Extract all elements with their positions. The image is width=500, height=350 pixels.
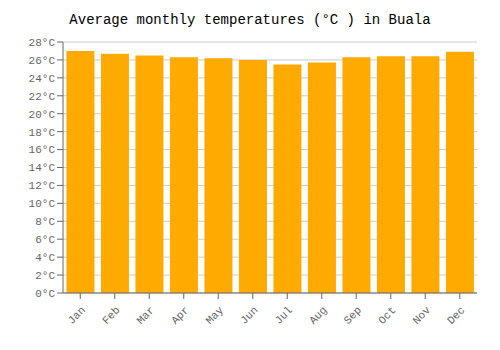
svg-text:May: May [204,304,227,327]
svg-text:26°C: 26°C [29,55,56,67]
svg-text:Mar: Mar [135,304,157,326]
svg-text:Jun: Jun [238,304,260,326]
svg-text:6°C: 6°C [35,234,55,246]
svg-text:18°C: 18°C [29,127,56,139]
svg-text:24°C: 24°C [29,73,56,85]
svg-text:Feb: Feb [100,304,122,326]
svg-text:4°C: 4°C [35,252,55,264]
svg-text:8°C: 8°C [35,216,55,228]
html-text:Average monthly temperatures (: Average monthly temperatures (°C ) in Bu… [69,12,431,28]
svg-text:Dec: Dec [445,304,467,326]
svg-text:28°C: 28°C [29,37,56,49]
svg-text:Nov: Nov [411,304,434,327]
svg-text:16°C: 16°C [29,144,56,156]
svg-text:20°C: 20°C [29,109,56,121]
svg-text:Sep: Sep [342,304,364,326]
svg-text:12°C: 12°C [29,180,56,192]
svg-text:22°C: 22°C [29,91,56,103]
svg-text:Oct: Oct [376,304,398,326]
svg-text:Jan: Jan [66,304,88,326]
svg-text:2°C: 2°C [35,270,55,282]
svg-text:Apr: Apr [169,304,191,326]
svg-text:Aug: Aug [307,304,329,326]
svg-text:Jul: Jul [273,304,295,326]
svg-text:14°C: 14°C [29,162,56,174]
svg-text:10°C: 10°C [29,198,56,210]
svg-text:0°C: 0°C [35,288,55,300]
